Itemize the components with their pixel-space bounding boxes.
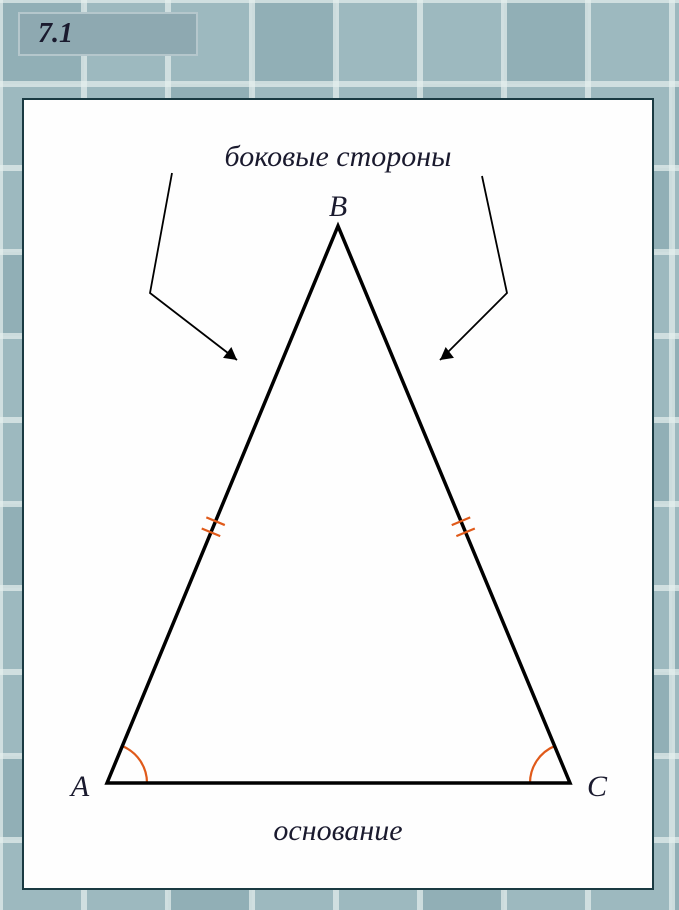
figure-number-label: 7.1 bbox=[18, 12, 198, 56]
isosceles-triangle-diagram: боковые стороны B A Cоснование bbox=[22, 98, 654, 890]
svg-text:боковые стороны: боковые стороны bbox=[225, 140, 452, 173]
svg-text:основание: основание bbox=[273, 814, 402, 847]
svg-text:A: A bbox=[69, 770, 90, 803]
svg-text:C: C bbox=[587, 770, 608, 803]
svg-text:B: B bbox=[329, 190, 347, 223]
